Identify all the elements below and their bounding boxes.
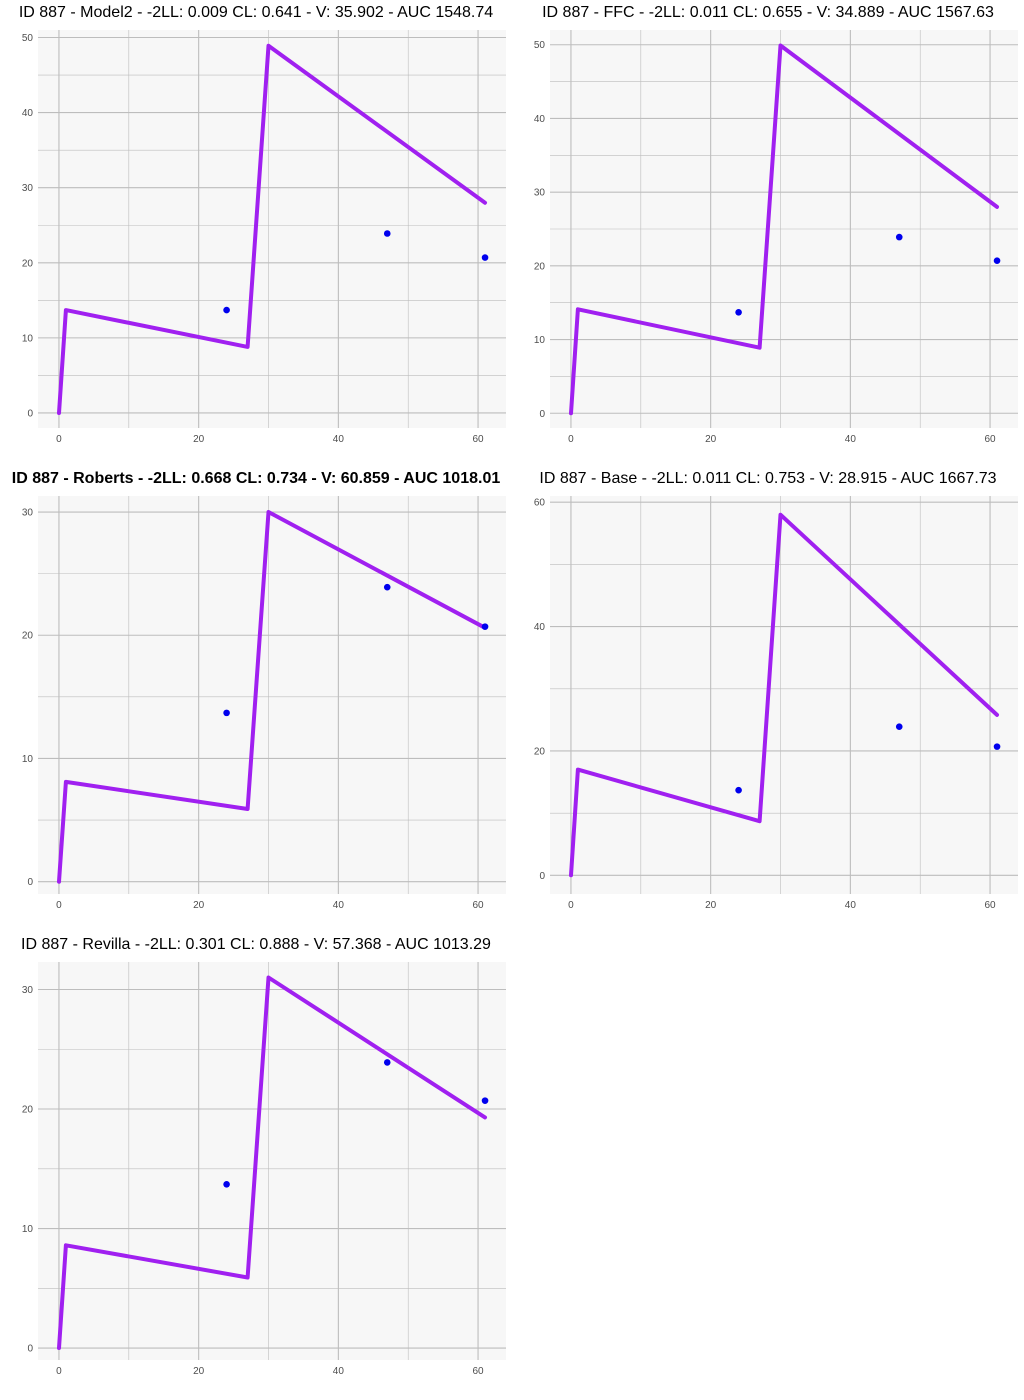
series-line — [57, 43, 487, 415]
x-tick-label: 0 — [56, 900, 62, 911]
x-tick-label: 20 — [193, 900, 205, 911]
y-tick-label: 0 — [27, 877, 33, 888]
data-point — [735, 786, 742, 794]
x-tick-label: 40 — [333, 1366, 345, 1377]
y-tick-label: 0 — [27, 1344, 33, 1355]
y-tick-label: 0 — [539, 871, 545, 882]
data-point — [223, 306, 230, 314]
x-tick-label: 20 — [705, 434, 717, 445]
plot-area: 0 20 40 60 0 10 20 30 40 50 — [534, 30, 1018, 445]
y-tick-label: 20 — [22, 258, 34, 269]
x-tick-label: 20 — [193, 1366, 205, 1377]
chart-title: ID 887 - Model2 - -2LL: 0.009 CL: 0.641 … — [18, 4, 494, 21]
chart-panel-revilla: ID 887 - Revilla - -2LL: 0.301 CL: 0.888… — [0, 932, 512, 1398]
plot-area: 0 20 40 60 0 20 40 60 — [534, 496, 1018, 911]
data-point — [895, 723, 903, 731]
data-point — [481, 1097, 489, 1104]
y-tick-label: 20 — [534, 261, 546, 272]
chart-panel-base: ID 887 - Base - -2LL: 0.011 CL: 0.753 - … — [512, 466, 1024, 932]
x-tick-label: 40 — [845, 434, 857, 445]
plot-area: 0 20 40 60 0 10 20 30 — [22, 496, 506, 911]
data-point — [383, 1059, 391, 1066]
chart-title: ID 887 - Revilla - -2LL: 0.301 CL: 0.888… — [21, 936, 491, 953]
data-point — [993, 743, 1001, 750]
data-point — [383, 583, 391, 591]
y-tick-label: 0 — [27, 408, 33, 419]
x-tick-label: 40 — [845, 900, 857, 911]
x-tick-label: 0 — [568, 434, 574, 445]
y-tick-label: 0 — [539, 409, 545, 420]
y-tick-label: 30 — [534, 188, 546, 199]
chart-title: ID 887 - Base - -2LL: 0.011 CL: 0.753 - … — [539, 470, 997, 487]
series-line — [569, 43, 999, 416]
x-tick-label: 60 — [984, 900, 996, 911]
plot-background — [550, 496, 1018, 894]
data-point — [223, 1181, 230, 1188]
plot-background — [38, 30, 506, 428]
x-tick-label: 60 — [472, 434, 484, 445]
y-tick-label: 10 — [22, 754, 34, 765]
data-point — [895, 233, 903, 241]
y-tick-label: 30 — [22, 183, 34, 194]
plot-background — [38, 962, 506, 1360]
chart-panel-ffc: ID 887 - FFC - -2LL: 0.011 CL: 0.655 - V… — [512, 0, 1024, 466]
chart-panel-roberts: ID 887 - Roberts - -2LL: 0.668 CL: 0.734… — [0, 466, 512, 932]
y-tick-label: 30 — [22, 985, 34, 996]
y-tick-label: 10 — [534, 335, 546, 346]
y-tick-label: 10 — [22, 333, 34, 344]
series-line — [57, 975, 487, 1350]
x-tick-label: 20 — [705, 900, 717, 911]
x-tick-label: 0 — [568, 900, 574, 911]
x-tick-label: 40 — [333, 900, 345, 911]
x-tick-label: 40 — [333, 434, 345, 445]
y-tick-label: 40 — [22, 108, 34, 119]
chart-title: ID 887 - Roberts - -2LL: 0.668 CL: 0.734… — [11, 470, 501, 487]
series-line — [57, 510, 487, 884]
plot-background — [38, 496, 506, 894]
x-tick-label: 60 — [472, 1366, 484, 1377]
data-point — [383, 230, 391, 237]
x-tick-label: 20 — [193, 434, 205, 445]
data-point — [223, 709, 230, 717]
x-tick-label: 0 — [56, 434, 62, 445]
y-tick-label: 20 — [534, 746, 546, 757]
data-point — [481, 254, 489, 261]
y-tick-label: 20 — [22, 1105, 34, 1116]
x-tick-label: 60 — [984, 434, 996, 445]
x-tick-label: 60 — [472, 900, 484, 911]
y-tick-label: 60 — [534, 498, 546, 509]
y-tick-label: 10 — [22, 1224, 34, 1235]
x-tick-label: 0 — [56, 1366, 62, 1377]
data-point — [481, 623, 489, 630]
data-point — [993, 257, 1001, 264]
y-tick-label: 40 — [534, 114, 546, 125]
data-point — [735, 308, 742, 316]
series-line — [569, 512, 999, 878]
y-tick-label: 50 — [22, 33, 34, 44]
y-tick-label: 40 — [534, 622, 546, 633]
y-tick-label: 50 — [534, 40, 546, 51]
y-tick-label: 20 — [22, 631, 34, 642]
plot-area: 0 20 40 60 0 10 20 30 40 50 — [22, 30, 506, 445]
y-tick-label: 30 — [22, 508, 34, 519]
chart-panel-model2: ID 887 - Model2 - -2LL: 0.009 CL: 0.641 … — [0, 0, 512, 466]
plot-area: 0 20 40 60 0 10 20 30 — [22, 962, 506, 1377]
chart-title: ID 887 - FFC - -2LL: 0.011 CL: 0.655 - V… — [542, 4, 994, 21]
